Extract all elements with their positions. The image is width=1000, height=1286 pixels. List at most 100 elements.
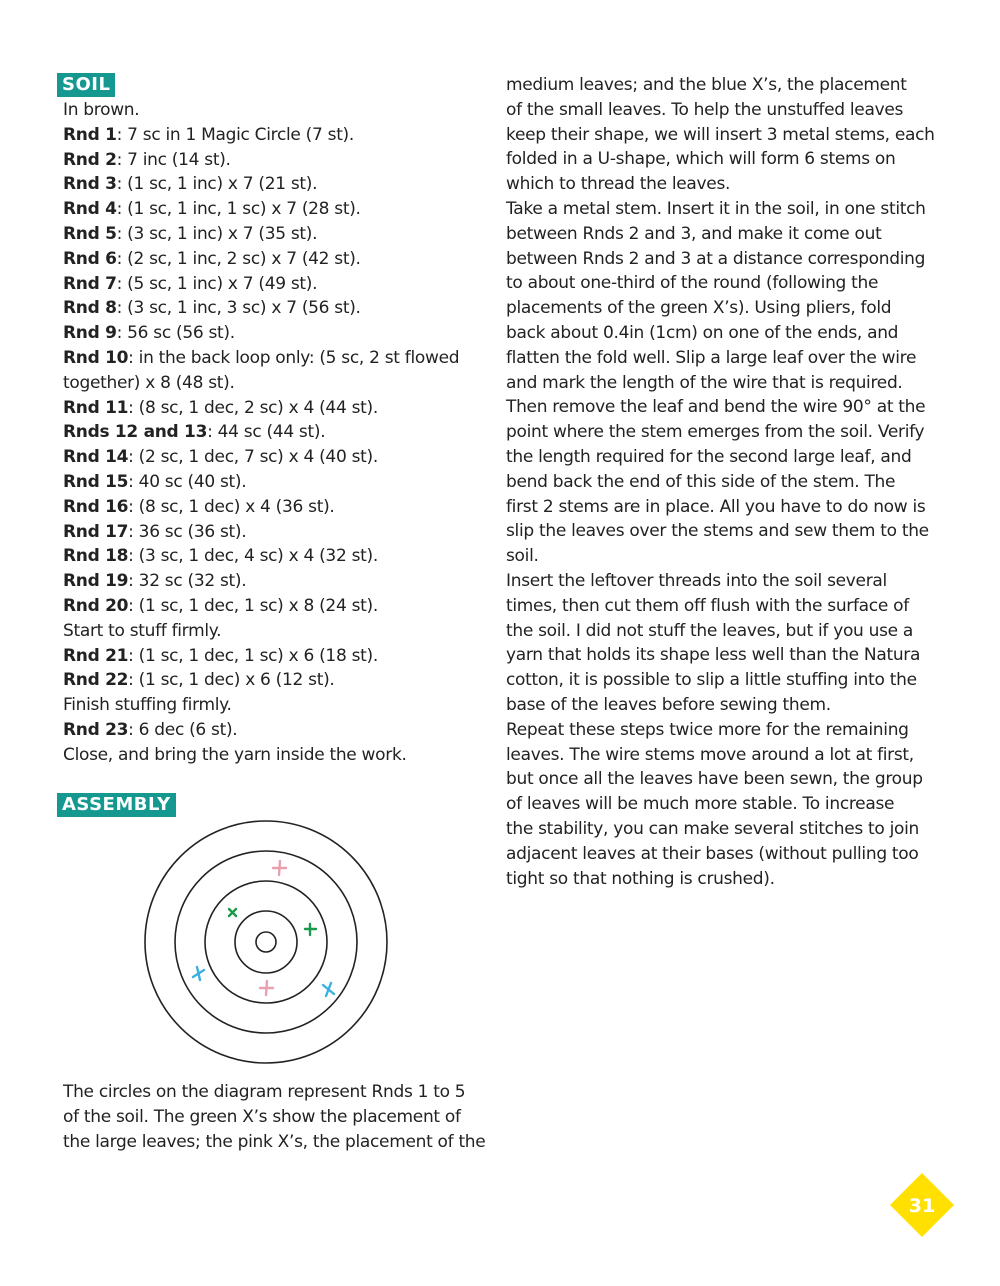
text-line: and mark the length of the wire that is … (506, 372, 903, 393)
text-line: times, then cut them off flush with the … (506, 595, 909, 616)
instruction-row: Rnd 11: (8 sc, 1 dec, 2 sc) x 4 (44 st). (63, 396, 493, 421)
round-text: Start to stuff firmly. (63, 620, 222, 641)
instruction-row: Rnd 19: 32 sc (32 st). (63, 569, 493, 594)
soil-instructions: In brown. Rnd 1: 7 sc in 1 Magic Circle … (63, 98, 493, 768)
green-mark (227, 907, 238, 918)
text-line: base of the leaves before sewing them. (506, 694, 831, 715)
instruction-row: Rnd 18: (3 sc, 1 dec, 4 sc) x 4 (32 st). (63, 544, 493, 569)
assembly-instructions: medium leaves; and the blue X’s, the pla… (506, 73, 946, 891)
round-text: : (1 sc, 1 dec) x 6 (12 st). (128, 670, 335, 691)
text-line: flatten the fold well. Slip a large leaf… (506, 347, 917, 368)
pink-mark (258, 979, 275, 997)
text-line: tight so that nothing is crushed). (506, 868, 775, 889)
pink-mark (271, 859, 288, 877)
round-text: : (8 sc, 1 dec) x 4 (36 st). (128, 496, 335, 517)
round-2-circle (234, 910, 298, 974)
round-label: Rnd 1 (63, 124, 117, 145)
round-label: Rnd 14 (63, 447, 129, 468)
round-label: Rnd 20 (63, 595, 129, 616)
round-text: together) x 8 (48 st). (63, 372, 235, 393)
soil-intro: In brown. (63, 100, 140, 120)
blue-mark (321, 981, 336, 998)
instruction-row: Rnd 22: (1 sc, 1 dec) x 6 (12 st). (63, 668, 493, 693)
caption-line: The circles on the diagram represent Rnd… (63, 1082, 466, 1102)
instruction-row: Rnd 5: (3 sc, 1 inc) x 7 (35 st). (63, 222, 493, 247)
instruction-row: Start to stuff firmly. (63, 619, 493, 644)
round-label: Rnd 21 (63, 645, 129, 666)
blue-mark (191, 965, 206, 982)
round-label: Rnd 15 (63, 471, 129, 492)
caption-line: the large leaves; the pink X’s, the plac… (63, 1131, 486, 1152)
round-label: Rnds 12 and 13 (63, 422, 208, 443)
round-text: : in the back loop only: (5 sc, 2 st flo… (128, 347, 460, 368)
instruction-row: Rnd 14: (2 sc, 1 dec, 7 sc) x 4 (40 st). (63, 445, 493, 470)
round-text: : (8 sc, 1 dec, 2 sc) x 4 (44 st). (128, 397, 378, 418)
text-line: keep their shape, we will insert 3 metal… (506, 124, 935, 145)
instruction-row: Rnd 20: (1 sc, 1 dec, 1 sc) x 8 (24 st). (63, 594, 493, 619)
instruction-row: Rnd 1: 7 sc in 1 Magic Circle (7 st). (63, 123, 493, 148)
instruction-row: Rnds 12 and 13: 44 sc (44 st). (63, 420, 493, 445)
round-text: : (1 sc, 1 inc, 1 sc) x 7 (28 st). (116, 199, 361, 220)
instruction-row: Rnd 2: 7 inc (14 st). (63, 148, 493, 173)
text-line: which to thread the leaves. (506, 174, 731, 195)
round-text: : (3 sc, 1 inc) x 7 (35 st). (116, 223, 318, 244)
text-line: between Rnds 2 and 3, and make it come o… (506, 223, 882, 244)
instruction-row: Rnd 15: 40 sc (40 st). (63, 470, 493, 495)
round-5-circle (144, 820, 388, 1064)
soil-heading: SOIL (57, 73, 116, 97)
instruction-row: Rnd 10: in the back loop only: (5 sc, 2 … (63, 346, 493, 371)
text-line: Repeat these steps twice more for the re… (506, 719, 909, 740)
round-label: Rnd 18 (63, 546, 129, 567)
round-label: Rnd 9 (63, 323, 117, 344)
assembly-heading: ASSEMBLY (57, 793, 176, 817)
round-label: Rnd 19 (63, 571, 129, 592)
text-line: soil. (506, 546, 539, 567)
instruction-row: Rnd 4: (1 sc, 1 inc, 1 sc) x 7 (28 st). (63, 197, 493, 222)
round-label: Rnd 23 (63, 719, 129, 740)
text-line: slip the leaves over the stems and sew t… (506, 521, 929, 542)
round-label: Rnd 10 (63, 347, 129, 368)
text-line: back about 0.4in (1cm) on one of the end… (506, 322, 899, 343)
round-text: : 56 sc (56 st). (116, 323, 236, 344)
instruction-row: Rnd 23: 6 dec (6 st). (63, 718, 493, 743)
round-text: : 7 inc (14 st). (116, 149, 231, 170)
instruction-row: together) x 8 (48 st). (63, 371, 493, 396)
instruction-row: Finish stuffing firmly. (63, 693, 493, 718)
text-line: to about one-third of the round (followi… (506, 273, 879, 294)
instruction-row: Rnd 17: 36 sc (36 st). (63, 520, 493, 545)
round-label: Rnd 5 (63, 223, 117, 244)
text-line: of leaves will be much more stable. To i… (506, 794, 895, 815)
page-number-marker: 31 (890, 1173, 954, 1237)
instruction-row: Close, and bring the yarn inside the wor… (63, 743, 493, 768)
round-text: : (3 sc, 1 inc, 3 sc) x 7 (56 st). (116, 298, 361, 319)
round-label: Rnd 22 (63, 670, 129, 691)
round-label: Rnd 8 (63, 298, 117, 319)
soil-rounds-diagram (144, 820, 388, 1064)
round-text: : (3 sc, 1 dec, 4 sc) x 4 (32 st). (128, 546, 378, 567)
instruction-row: Rnd 7: (5 sc, 1 inc) x 7 (49 st). (63, 272, 493, 297)
round-text: : 44 sc (44 st). (207, 422, 326, 443)
round-label: Rnd 3 (63, 174, 117, 195)
text-line: folded in a U-shape, which will form 6 s… (506, 149, 896, 170)
round-text: : 36 sc (36 st). (128, 521, 247, 542)
round-text: Finish stuffing firmly. (63, 695, 232, 716)
round-label: Rnd 17 (63, 521, 129, 542)
text-line: Insert the leftover threads into the soi… (506, 570, 887, 591)
text-line: between Rnds 2 and 3 at a distance corre… (506, 248, 926, 269)
text-line: Then remove the leaf and bend the wire 9… (506, 397, 926, 418)
green-mark (303, 922, 318, 937)
text-line: Take a metal stem. Insert it in the soil… (506, 198, 926, 219)
round-text: : 6 dec (6 st). (128, 719, 238, 740)
text-line: leaves. The wire stems move around a lot… (506, 744, 914, 765)
round-text: Close, and bring the yarn inside the wor… (63, 744, 407, 765)
text-line: point where the stem emerges from the so… (506, 422, 925, 443)
caption-line: of the soil. The green X’s show the plac… (63, 1106, 461, 1127)
round-text: : (1 sc, 1 inc) x 7 (21 st). (116, 174, 318, 195)
round-label: Rnd 16 (63, 496, 129, 517)
round-text: : (2 sc, 1 inc, 2 sc) x 7 (42 st). (116, 248, 361, 269)
text-line: first 2 stems are in place. All you have… (506, 496, 926, 517)
round-label: Rnd 6 (63, 248, 117, 269)
round-text: : 7 sc in 1 Magic Circle (7 st). (116, 124, 355, 145)
round-text: : (1 sc, 1 dec, 1 sc) x 6 (18 st). (128, 645, 378, 666)
